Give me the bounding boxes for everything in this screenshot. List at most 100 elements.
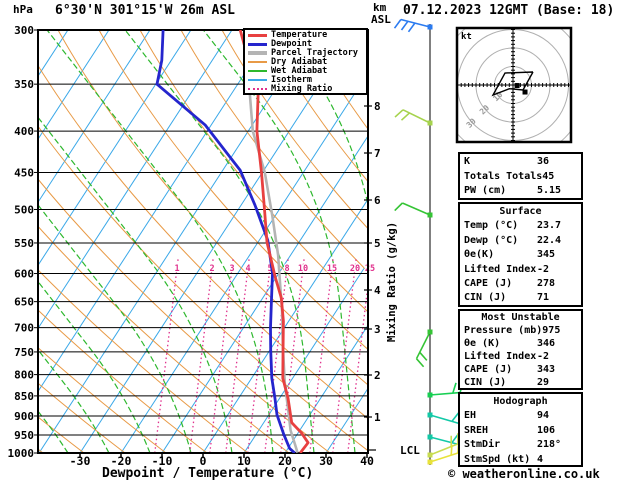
svg-text:-10: -10 xyxy=(152,454,173,468)
svg-text:10: 10 xyxy=(298,264,308,274)
svg-text:4: 4 xyxy=(245,264,250,274)
altitude-unit-km: km xyxy=(373,1,387,14)
stat-row: CIN (J) 29 xyxy=(464,377,577,390)
mixing-ratio-line-sample xyxy=(248,87,267,90)
legend-item: Dewpoint xyxy=(248,40,366,49)
svg-text:20: 20 xyxy=(278,454,292,468)
stat-value: 23.7 xyxy=(537,220,562,232)
svg-text:20: 20 xyxy=(350,264,360,274)
stat-value: 94 xyxy=(537,410,550,422)
svg-text:-20: -20 xyxy=(111,454,132,468)
svg-text:kt: kt xyxy=(461,32,472,42)
stat-value: 343 xyxy=(537,363,556,375)
svg-text:10: 10 xyxy=(237,454,251,468)
stat-label: Lifted Index xyxy=(464,350,537,362)
indices-panel: K 36 Totals Totals 45 PW (cm) 5.15 xyxy=(458,152,583,200)
svg-text:650: 650 xyxy=(14,296,34,309)
stat-value: -2 xyxy=(537,350,550,362)
stat-label: Temp (°C) xyxy=(464,220,519,232)
svg-text:2: 2 xyxy=(374,369,381,382)
stat-label: StmSpd (kt) xyxy=(464,453,531,465)
temperature-line-sample xyxy=(248,33,267,38)
stat-label: K xyxy=(464,156,471,167)
legend-label: Dewpoint xyxy=(271,39,312,50)
legend-item: Mixing Ratio xyxy=(248,84,366,93)
svg-text:850: 850 xyxy=(14,390,34,403)
svg-text:40: 40 xyxy=(360,454,374,468)
panel-header: Hodograph xyxy=(493,396,548,407)
svg-text:900: 900 xyxy=(14,410,34,423)
pressure-unit-label: hPa xyxy=(13,3,33,16)
legend-item: Dry Adiabat xyxy=(248,58,366,67)
legend-label: Parcel Trajectory xyxy=(271,48,358,59)
svg-text:3: 3 xyxy=(229,264,234,274)
dewpoint-curve xyxy=(155,30,296,453)
chart-legend: Temperature Dewpoint Parcel Trajectory D… xyxy=(243,28,368,95)
svg-text:LCL: LCL xyxy=(400,444,420,457)
stat-value: 106 xyxy=(537,424,556,436)
svg-text:8: 8 xyxy=(284,264,289,274)
stat-value: 346 xyxy=(537,337,556,349)
svg-text:600: 600 xyxy=(14,268,34,281)
parcel-line-sample xyxy=(248,51,267,55)
stat-row: SREH 106 xyxy=(464,424,577,438)
stat-row: K 36 xyxy=(464,155,577,170)
stat-label: Totals Totals xyxy=(464,170,543,182)
panel-header: Most Unstable xyxy=(481,312,560,323)
wet-adiabat-line-sample xyxy=(248,70,267,72)
stat-value: 5.15 xyxy=(537,185,562,197)
legend-label: Mixing Ratio xyxy=(271,83,333,94)
wind-barb-column xyxy=(393,18,467,465)
svg-text:7: 7 xyxy=(374,147,381,160)
page-title: 6°30'N 301°15'W 26m ASL xyxy=(55,3,236,18)
stat-row: Lifted Index -2 xyxy=(464,351,577,364)
stat-row: Lifted Index -2 xyxy=(464,263,577,277)
svg-text:25: 25 xyxy=(365,264,375,274)
svg-text:1: 1 xyxy=(174,264,179,274)
svg-text:-30: -30 xyxy=(70,454,91,468)
svg-text:300: 300 xyxy=(14,24,34,37)
legend-label: Wet Adiabat xyxy=(271,66,328,76)
svg-text:4: 4 xyxy=(374,284,381,297)
dewpoint-line-sample xyxy=(248,42,267,47)
temperature-curve xyxy=(238,30,310,453)
stat-label: θe(K) xyxy=(464,249,495,261)
svg-text:2: 2 xyxy=(209,264,214,274)
stat-row: CAPE (J) 343 xyxy=(464,364,577,377)
stat-label: CIN (J) xyxy=(464,376,507,388)
most-unstable-panel: Most Unstable Pressure (mb) 975 θe (K) 346… xyxy=(458,309,583,390)
svg-text:400: 400 xyxy=(14,125,34,138)
stat-label: CAPE (J) xyxy=(464,278,513,290)
legend-label: Temperature xyxy=(271,30,328,41)
svg-text:15: 15 xyxy=(327,264,337,274)
copyright-label: © weatheronline.co.uk xyxy=(448,467,600,481)
svg-text:800: 800 xyxy=(14,369,34,382)
stat-row: θe (K) 346 xyxy=(464,338,577,351)
stat-row: Dewp (°C) 22.4 xyxy=(464,234,577,248)
stat-value: 29 xyxy=(537,376,550,388)
svg-text:950: 950 xyxy=(14,429,34,442)
svg-text:450: 450 xyxy=(14,166,34,179)
hodograph-stats-panel: Hodograph EH 94 SREH 106 StmDir 218° StmSpd… xyxy=(458,392,583,467)
dry-adiabat-line-sample xyxy=(248,61,267,63)
stat-label: Lifted Index xyxy=(464,263,537,275)
legend-label: Isotherm xyxy=(271,74,312,85)
stat-label: CAPE (J) xyxy=(464,363,513,375)
svg-text:5: 5 xyxy=(374,237,381,250)
altitude-unit-asl: ASL xyxy=(371,13,391,26)
svg-text:3: 3 xyxy=(374,323,381,336)
stat-label: θe (K) xyxy=(464,337,501,349)
stat-value: 71 xyxy=(537,292,550,304)
stat-label: SREH xyxy=(464,424,489,436)
stat-label: StmDir xyxy=(464,439,501,451)
isotherm-line-sample xyxy=(248,79,267,81)
stat-row: θe(K) 345 xyxy=(464,248,577,262)
stat-row: CIN (J) 71 xyxy=(464,291,577,305)
stat-value: 278 xyxy=(537,278,556,290)
mixing-ratio-lines: 1 2 3 4 5 8 10 15 20 25 xyxy=(173,263,376,276)
datetime-label: 07.12.2023 12GMT (Base: 18) xyxy=(403,3,615,18)
background-line-families xyxy=(38,30,368,453)
stat-value: 45 xyxy=(542,170,555,182)
